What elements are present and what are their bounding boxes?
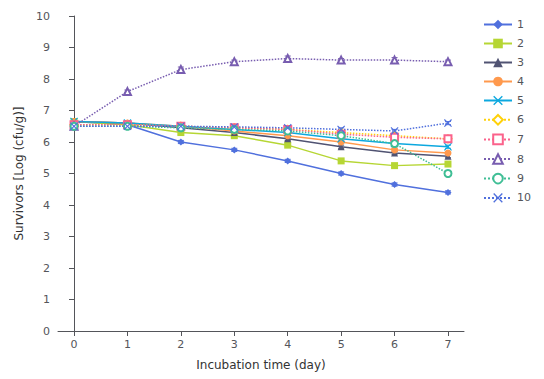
svg-text:4: 4 [284, 338, 291, 351]
svg-text:1: 1 [124, 338, 131, 351]
svg-text:4: 4 [43, 199, 50, 212]
svg-text:0: 0 [43, 325, 50, 338]
svg-text:5: 5 [517, 94, 524, 107]
svg-text:5: 5 [338, 338, 345, 351]
svg-text:3: 3 [517, 56, 524, 69]
svg-text:Incubation time (day): Incubation time (day) [196, 358, 325, 372]
svg-text:10: 10 [517, 191, 531, 204]
svg-text:3: 3 [231, 338, 238, 351]
svg-text:2: 2 [177, 338, 184, 351]
svg-text:1: 1 [517, 18, 524, 31]
svg-text:7: 7 [43, 104, 50, 117]
svg-text:7: 7 [517, 133, 524, 146]
svg-text:0: 0 [71, 338, 78, 351]
svg-text:7: 7 [444, 338, 451, 351]
svg-text:6: 6 [391, 338, 398, 351]
svg-text:8: 8 [43, 73, 50, 86]
svg-text:2: 2 [43, 262, 50, 275]
svg-text:5: 5 [43, 167, 50, 180]
svg-text:4: 4 [517, 75, 524, 88]
svg-text:2: 2 [517, 37, 524, 50]
svg-text:3: 3 [43, 230, 50, 243]
svg-text:Survivors [Log (cfu/g)]: Survivors [Log (cfu/g)] [12, 106, 26, 240]
svg-text:6: 6 [43, 136, 50, 149]
svg-text:10: 10 [36, 10, 50, 23]
svg-text:1: 1 [43, 293, 50, 306]
svg-text:9: 9 [517, 172, 524, 185]
svg-text:6: 6 [517, 113, 524, 126]
svg-text:8: 8 [517, 153, 524, 166]
svg-text:9: 9 [43, 41, 50, 54]
